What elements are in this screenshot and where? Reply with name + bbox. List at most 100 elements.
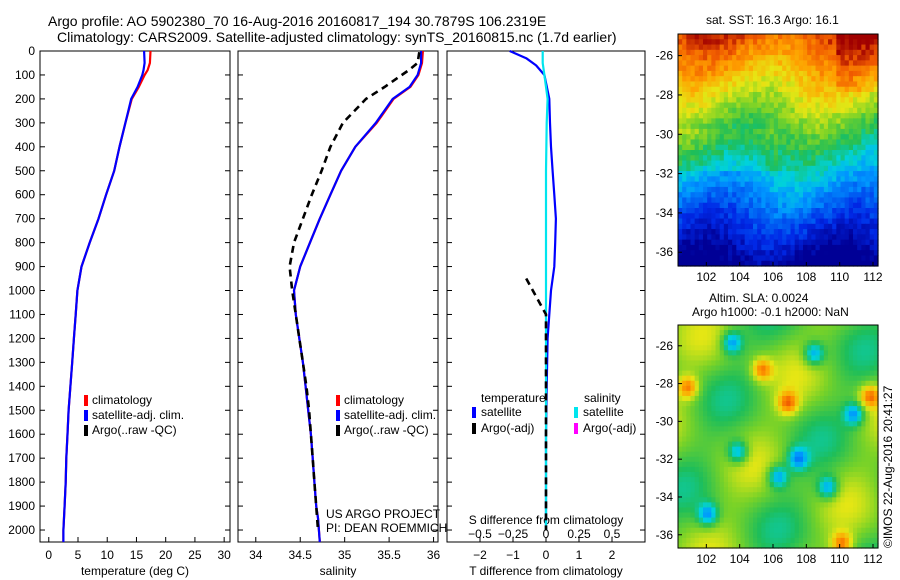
map-cell (782, 446, 787, 453)
map-cell (736, 107, 742, 114)
map-cell (740, 202, 746, 209)
map-cell (794, 86, 800, 93)
map-cell (873, 492, 879, 498)
map-cell (786, 92, 792, 98)
map-cell (736, 365, 742, 372)
map-cell (707, 208, 712, 214)
map-cell (828, 395, 833, 402)
map-cell (690, 208, 696, 214)
map-cell (782, 385, 787, 392)
map-cell (840, 487, 846, 493)
map-cell (853, 522, 858, 529)
map-cell (740, 532, 746, 539)
map-cell (761, 160, 767, 167)
map-cell (857, 345, 862, 351)
map-cell (715, 234, 721, 241)
map-cell (865, 335, 871, 341)
map-cell (857, 411, 862, 417)
map-cell (740, 330, 746, 336)
map-cell (715, 155, 721, 162)
map-cell (748, 218, 754, 225)
map-cell (848, 335, 854, 341)
map-cell (773, 113, 779, 119)
map-cell (794, 208, 800, 214)
map-cell (732, 406, 737, 412)
map-cell (719, 218, 725, 225)
map-cell (865, 340, 871, 346)
map-x-tick-label: 104 (730, 270, 750, 284)
map-cell (773, 70, 779, 77)
map-cell (844, 507, 850, 514)
map-cell (690, 150, 696, 156)
map-cell (773, 406, 779, 412)
map-cell (832, 345, 837, 351)
map-cell (782, 181, 787, 188)
map-cell (711, 208, 717, 214)
map-cell (698, 81, 704, 88)
map-cell (853, 86, 858, 93)
map-cell (832, 507, 837, 514)
map-cell (698, 497, 704, 503)
map-y-tick-label: -26 (656, 339, 674, 353)
map-cell (782, 223, 787, 230)
map-cell (790, 446, 796, 453)
map-cell (840, 325, 846, 331)
map-cell (748, 202, 754, 209)
map-cell (844, 186, 850, 193)
map-cell (748, 406, 754, 412)
map-cell (753, 406, 758, 412)
map-cell (719, 385, 725, 392)
map-cell (736, 325, 742, 331)
map-cell (828, 260, 833, 267)
map-cell (698, 517, 704, 524)
map-cell (698, 340, 704, 346)
map-cell (682, 97, 687, 104)
map-cell (711, 325, 717, 331)
map-cell (798, 441, 804, 448)
map-cell (811, 395, 817, 402)
map-cell (736, 532, 742, 539)
map-cell (753, 390, 758, 397)
map-cell (757, 517, 762, 524)
map-cell (790, 395, 796, 402)
map-cell (823, 350, 829, 357)
map-cell (703, 380, 708, 387)
map-cell (861, 70, 867, 77)
map-cell (694, 81, 700, 88)
map-cell (769, 113, 775, 119)
map-cell (798, 411, 804, 417)
map-cell (757, 345, 762, 351)
map-cell (840, 497, 846, 503)
map-cell (719, 244, 725, 251)
map-cell (723, 411, 729, 417)
map-cell (819, 60, 825, 67)
y-tick-label: 100 (15, 68, 35, 82)
map-cell (682, 155, 687, 162)
map-cell (719, 92, 725, 98)
map-cell (873, 471, 879, 478)
map-cell (698, 250, 704, 257)
map-cell (857, 507, 862, 514)
map-cell (719, 118, 725, 125)
map-cell (711, 375, 717, 382)
map-cell (769, 375, 775, 382)
map-cell (703, 39, 708, 46)
map-cell (811, 426, 817, 433)
map-cell (857, 134, 862, 141)
map-cell (682, 471, 687, 478)
map-cell (844, 139, 850, 146)
map-cell (794, 150, 800, 156)
map-cell (861, 202, 867, 209)
map-cell (807, 197, 812, 204)
map-cell (694, 431, 700, 438)
map-cell (782, 461, 787, 468)
map-cell (686, 81, 692, 88)
map-cell (828, 97, 833, 104)
map-cell (698, 97, 704, 104)
map-cell (782, 55, 787, 61)
map-cell (690, 375, 696, 382)
map-cell (848, 165, 854, 172)
map-cell (815, 250, 821, 257)
map-cell (794, 461, 800, 468)
map-cell (715, 507, 721, 514)
